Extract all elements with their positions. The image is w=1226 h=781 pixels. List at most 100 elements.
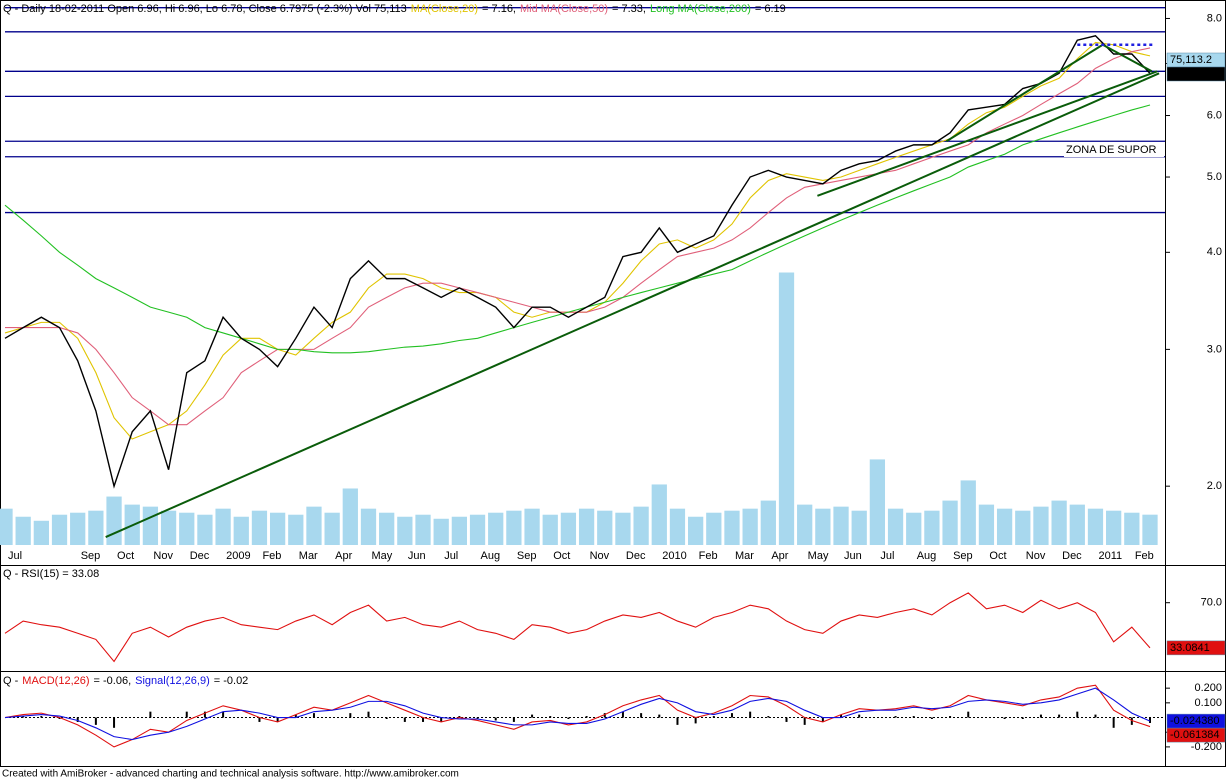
- x-tick-label: Mar: [735, 550, 754, 562]
- volume-bar: [488, 512, 504, 545]
- x-tick-label: May: [371, 550, 392, 562]
- volume-bar: [1106, 510, 1122, 545]
- histogram-bar: [967, 711, 970, 718]
- trendline: [817, 70, 1158, 197]
- histogram-bar: [1130, 717, 1133, 725]
- histogram-bar: [367, 711, 370, 718]
- value-tag-label: -0.024380: [1170, 715, 1220, 727]
- histogram-bar: [476, 717, 479, 719]
- volume-bar: [633, 506, 649, 545]
- x-tick-label: Jul: [880, 550, 894, 562]
- x-tick-label: Apr: [771, 550, 788, 562]
- histogram-bar: [385, 717, 388, 719]
- histogram-bar: [494, 717, 497, 721]
- histogram-bar: [912, 716, 915, 718]
- histogram-bar: [658, 714, 661, 718]
- volume-bar: [1033, 506, 1049, 545]
- x-tick-label: 2011: [1098, 550, 1122, 562]
- volume-bar: [869, 459, 886, 545]
- volume-bar: [469, 514, 486, 545]
- volume-bar: [669, 508, 686, 545]
- volume-bar: [978, 504, 995, 545]
- volume-bar: [778, 272, 795, 545]
- x-tick-label: May: [808, 550, 829, 562]
- histogram-bar: [730, 713, 733, 718]
- histogram-bar: [512, 717, 515, 722]
- x-tick-label: Dec: [1062, 550, 1082, 562]
- volume-bar: [342, 488, 358, 545]
- legend-name: Mid MA(Close,50): [520, 3, 608, 15]
- value-tag-label: 75,113.2: [1170, 54, 1212, 66]
- x-tick-label: Feb: [699, 550, 718, 562]
- volume-bar: [415, 514, 431, 545]
- volume-bar: [942, 500, 958, 545]
- value-tag: [1166, 727, 1226, 743]
- histogram-bar: [930, 717, 933, 719]
- histogram-bar: [185, 711, 188, 718]
- histogram-bar: [1076, 711, 1079, 718]
- volume-bar: [615, 512, 631, 545]
- y-tick-label: 70.0: [1201, 597, 1222, 609]
- x-tick-label: Jun: [844, 550, 862, 562]
- volume-bar: [833, 506, 849, 545]
- histogram-bar: [94, 717, 97, 725]
- value-tag: [1166, 66, 1226, 82]
- annotation: ZONA DE SUPOR: [1066, 144, 1157, 156]
- volume-bar: [797, 504, 813, 545]
- histogram-bar: [803, 717, 806, 725]
- legend-value: = -0.02: [214, 675, 249, 687]
- value-tag: [1166, 640, 1226, 656]
- volume-bar: [51, 514, 68, 545]
- histogram-bar: [422, 717, 425, 722]
- volume-bar: [88, 510, 104, 545]
- x-tick-label: Sep: [517, 550, 537, 562]
- histogram-bar: [403, 717, 406, 722]
- x-tick-label: Nov: [153, 550, 173, 562]
- legend-value: = 7.16,: [482, 3, 516, 15]
- volume-bar: [451, 516, 467, 545]
- histogram-bar: [40, 716, 43, 718]
- header-prefix: Q -: [3, 675, 19, 687]
- value-tag-label: 6.7975: [1170, 68, 1204, 80]
- volume-bar: [560, 512, 577, 545]
- legend-value: = 7.33,: [612, 3, 646, 15]
- series-line: [4, 592, 1151, 663]
- x-tick-label: Oct: [553, 550, 570, 562]
- annotation-bg: [1064, 142, 1164, 157]
- y-tick-label: -0.200: [1191, 741, 1222, 753]
- histogram-bar: [113, 717, 116, 728]
- x-tick-label: Mar: [299, 550, 318, 562]
- legend-value: = -0.06,: [94, 675, 132, 687]
- histogram-bar: [531, 714, 534, 718]
- histogram-bar: [949, 716, 952, 718]
- volume-bar: [1124, 512, 1140, 545]
- volume-bar: [160, 510, 177, 545]
- y-tick-label: 2.0: [1207, 480, 1222, 492]
- volume-bar: [0, 508, 13, 545]
- legend-name: Signal(12,26,9): [135, 675, 210, 687]
- volume-bar: [688, 516, 704, 545]
- y-tick-label: 8.0: [1207, 12, 1222, 24]
- x-tick-label: Oct: [989, 550, 1006, 562]
- x-tick-label: Jul: [8, 550, 22, 562]
- trendline: [945, 43, 1104, 143]
- x-tick-label: Sep: [953, 550, 973, 562]
- histogram-bar: [1021, 717, 1024, 719]
- x-tick-label: Dec: [190, 550, 210, 562]
- histogram-bar: [349, 713, 352, 718]
- volume-bar: [1142, 514, 1158, 545]
- volume-bar: [251, 510, 268, 545]
- histogram-bar: [58, 717, 61, 719]
- volume-bar: [887, 508, 904, 545]
- histogram-bar: [458, 716, 461, 718]
- volume-bar: [433, 518, 449, 545]
- footer: Created with AmiBroker - advanced charti…: [2, 769, 459, 780]
- x-tick-label: Jun: [408, 550, 426, 562]
- volume-bar: [960, 480, 976, 545]
- histogram-bar: [258, 717, 261, 722]
- volume-bar: [269, 512, 286, 545]
- trendline: [105, 72, 1160, 538]
- x-tick-label: Feb: [1135, 550, 1154, 562]
- x-tick-label: 2009: [226, 550, 250, 562]
